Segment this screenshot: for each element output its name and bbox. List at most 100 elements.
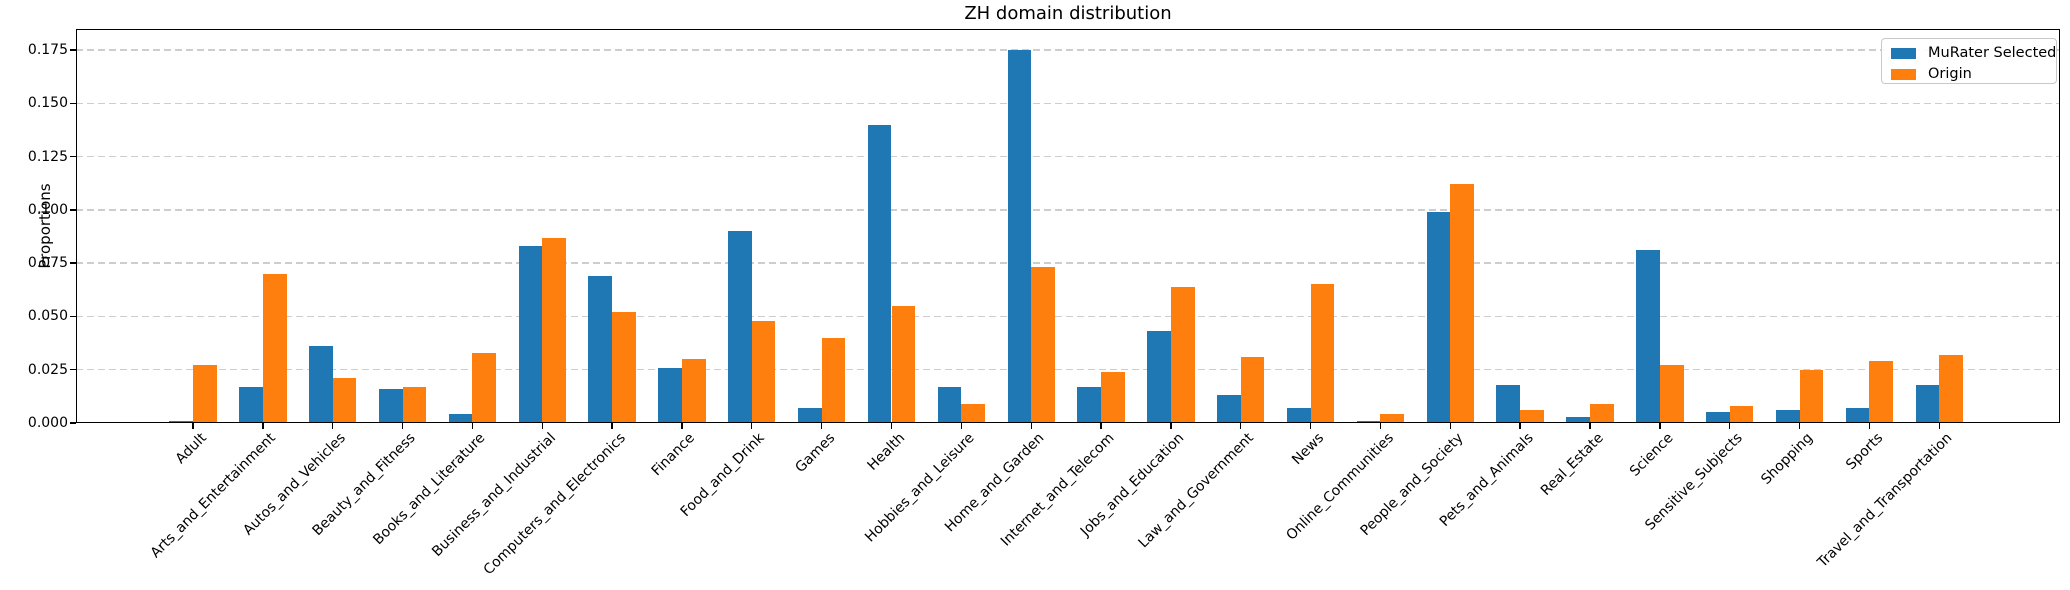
bar-origin xyxy=(542,237,566,423)
legend-entry-label: MuRater Selected xyxy=(1928,45,2057,61)
bar-murater-selected xyxy=(378,388,403,423)
x-tick-mark xyxy=(192,423,194,429)
legend: MuRater Selected Origin xyxy=(1881,38,2057,84)
bar-origin xyxy=(1240,356,1265,423)
x-tick-mark xyxy=(1798,423,1801,429)
x-tick-label: Computers_and_Electronics xyxy=(480,430,629,579)
bar-origin xyxy=(751,320,776,423)
bar-origin xyxy=(1799,369,1824,423)
bar-origin xyxy=(612,312,636,423)
x-tick-mark xyxy=(1379,423,1382,429)
x-tick-mark xyxy=(1729,423,1731,429)
y-gridline xyxy=(76,262,2060,264)
x-tick-label: Games xyxy=(792,430,838,476)
y-tick-label: 0.075 xyxy=(27,255,68,272)
bar-origin xyxy=(1659,365,1684,423)
bar-murater-selected xyxy=(1636,250,1660,423)
bar-origin xyxy=(821,337,846,423)
x-tick-mark xyxy=(960,423,963,429)
legend-entry: MuRater Selected xyxy=(1891,45,2056,61)
bar-murater-selected xyxy=(1706,412,1730,423)
y-gridline xyxy=(76,209,2060,211)
x-tick-mark xyxy=(890,423,893,429)
x-tick-mark xyxy=(1449,423,1451,429)
bar-murater-selected xyxy=(1775,410,1800,423)
y-tick-mark xyxy=(69,315,76,318)
bar-murater-selected xyxy=(937,386,962,423)
bar-origin xyxy=(1520,410,1544,423)
bar-origin xyxy=(1729,405,1754,423)
x-tick-mark xyxy=(1519,423,1521,429)
x-tick-mark xyxy=(751,423,753,429)
bar-origin xyxy=(472,352,497,423)
bar-murater-selected xyxy=(658,367,682,423)
bar-murater-selected xyxy=(309,346,333,423)
bar-murater-selected xyxy=(448,414,473,423)
bar-murater-selected xyxy=(1286,408,1311,423)
plot-frame xyxy=(76,29,2060,423)
bar-origin xyxy=(681,359,706,423)
y-tick-label: 0.025 xyxy=(27,361,68,378)
y-tick-label: 0.050 xyxy=(27,308,68,325)
bar-murater-selected xyxy=(728,231,752,423)
y-gridline xyxy=(76,49,2060,51)
x-tick-mark xyxy=(681,423,683,429)
legend-swatch xyxy=(1891,68,1916,80)
bar-murater-selected xyxy=(239,386,263,423)
x-tick-mark xyxy=(1659,423,1661,429)
bar-murater-selected xyxy=(518,246,543,423)
y-tick-mark xyxy=(69,49,76,51)
bar-murater-selected xyxy=(1845,408,1870,423)
y-tick-label: 0.125 xyxy=(27,148,68,165)
x-tick-mark xyxy=(1309,423,1312,429)
y-gridline xyxy=(76,369,2060,371)
y-tick-mark xyxy=(69,209,76,211)
bar-murater-selected xyxy=(867,124,892,423)
x-tick-mark xyxy=(1100,423,1102,429)
bar-origin xyxy=(1310,284,1335,423)
bar-murater-selected xyxy=(1356,420,1381,423)
bar-origin xyxy=(1380,414,1405,423)
bar-origin xyxy=(891,305,916,423)
chart-title: ZH domain distribution xyxy=(964,3,1172,24)
x-tick-mark xyxy=(1868,423,1871,429)
y-tick-mark xyxy=(69,369,76,371)
bar-murater-selected xyxy=(169,420,193,423)
x-tick-label: Real_Estate xyxy=(1537,430,1607,499)
x-tick-mark xyxy=(471,423,474,429)
x-tick-label: Internet_and_Telecom xyxy=(997,430,1118,550)
x-tick-label: Finance xyxy=(649,430,699,480)
x-tick-mark xyxy=(1240,423,1242,429)
x-tick-label: Shopping xyxy=(1758,430,1816,488)
x-tick-mark xyxy=(1938,423,1940,429)
y-tick-mark xyxy=(69,155,76,158)
x-tick-label: Science xyxy=(1626,430,1677,480)
x-tick-label: Health xyxy=(863,430,908,474)
bar-origin xyxy=(961,403,986,423)
x-tick-mark xyxy=(541,423,543,429)
y-tick-label: 0.175 xyxy=(27,42,68,59)
x-tick-label: Adult xyxy=(172,430,210,468)
x-tick-mark xyxy=(332,423,334,429)
bar-origin xyxy=(262,273,287,423)
legend-entry: Origin xyxy=(1891,66,2056,82)
x-tick-label: Business_and_Industrial xyxy=(428,430,559,560)
x-tick-label: News xyxy=(1288,430,1327,469)
bar-murater-selected xyxy=(1077,386,1102,423)
bar-origin xyxy=(1170,286,1195,423)
x-tick-mark xyxy=(401,423,404,429)
bar-murater-selected xyxy=(1217,395,1241,423)
bar-murater-selected xyxy=(1147,331,1171,423)
y-tick-mark xyxy=(69,422,76,424)
bar-origin xyxy=(1101,371,1125,423)
bar-origin xyxy=(332,378,357,423)
x-tick-mark xyxy=(262,423,264,429)
bar-murater-selected xyxy=(588,275,613,423)
y-gridline xyxy=(76,155,2060,158)
y-tick-mark xyxy=(69,262,76,264)
y-tick-label: 0.150 xyxy=(27,95,68,112)
x-tick-mark xyxy=(1030,423,1032,429)
bar-origin xyxy=(1869,361,1894,423)
bar-murater-selected xyxy=(1915,384,1940,423)
